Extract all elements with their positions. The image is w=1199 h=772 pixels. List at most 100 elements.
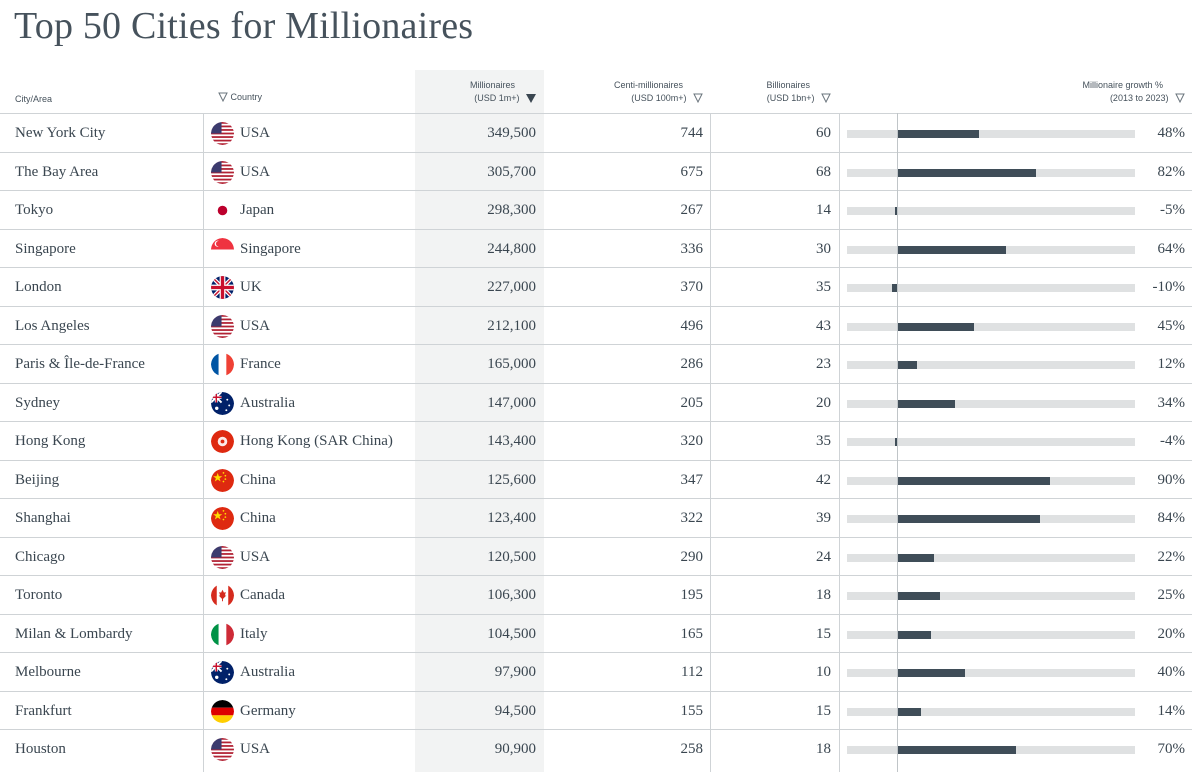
billionaires-value: 20 bbox=[816, 394, 831, 411]
centi-millionaires-value: 675 bbox=[680, 163, 704, 180]
column-divider bbox=[839, 113, 840, 772]
growth-bar-track bbox=[847, 130, 1135, 138]
country-name: USA bbox=[240, 741, 271, 757]
growth-percent: 14% bbox=[1157, 702, 1186, 719]
growth-percent: -4% bbox=[1160, 433, 1185, 449]
italy-flag-icon bbox=[211, 622, 234, 646]
usa-flag-icon bbox=[211, 545, 234, 569]
city-name: Singapore bbox=[15, 240, 76, 257]
growth-percent: 34% bbox=[1157, 394, 1186, 411]
header-millionaires[interactable]: Millionaires (USD 1m+) bbox=[415, 70, 536, 113]
growth-percent: 25% bbox=[1157, 587, 1186, 603]
table-row[interactable]: Singapore Singapore 244,800 336 30 64% bbox=[0, 228, 1192, 268]
millionaires-value: 94,500 bbox=[494, 702, 536, 719]
billionaires-value: 18 bbox=[816, 741, 831, 757]
table-row[interactable]: Frankfurt Germany 94,500 155 15 14% bbox=[0, 690, 1192, 730]
header-centi-millionaires[interactable]: Centi-millionaires (USD 100m+) bbox=[544, 70, 703, 113]
billionaires-value: 23 bbox=[816, 356, 831, 372]
centi-millionaires-value: 744 bbox=[680, 125, 704, 141]
country-name: Singapore bbox=[240, 240, 301, 257]
growth-percent: -10% bbox=[1152, 279, 1186, 295]
country-name: Australia bbox=[240, 664, 295, 680]
city-name: Milan & Lombardy bbox=[15, 625, 133, 642]
table-row[interactable]: Beijing China 125,600 347 42 90% bbox=[0, 459, 1192, 499]
growth-percent: 20% bbox=[1157, 625, 1186, 642]
table-row[interactable]: Houston USA 90,900 258 18 70% bbox=[0, 729, 1192, 768]
centi-millionaires-value: 205 bbox=[680, 394, 704, 411]
table-row[interactable]: The Bay Area USA 305,700 675 68 82% bbox=[0, 151, 1192, 191]
header-centi-label: Centi-millionaires bbox=[613, 80, 683, 90]
growth-percent: 70% bbox=[1157, 741, 1186, 757]
page-title: Top 50 Cities for Millionaires bbox=[14, 5, 474, 47]
millionaires-value: 97,900 bbox=[494, 664, 536, 680]
uk-flag-icon bbox=[211, 276, 234, 299]
country-name: Hong Kong (SAR China) bbox=[240, 433, 393, 449]
sort-descending-icon[interactable] bbox=[526, 93, 536, 103]
billionaires-value: 42 bbox=[816, 471, 831, 488]
table-row[interactable]: Melbourne Australia 97,900 112 10 40% bbox=[0, 652, 1192, 691]
country-name: China bbox=[240, 510, 276, 526]
table-row[interactable]: Tokyo Japan 298,300 267 14 -5% bbox=[0, 190, 1192, 229]
sort-filter-icon[interactable] bbox=[1175, 93, 1185, 103]
millionaires-value: 244,800 bbox=[487, 240, 536, 257]
centi-millionaires-value: 155 bbox=[680, 702, 704, 719]
city-name: London bbox=[15, 279, 62, 295]
city-name: Beijing bbox=[15, 471, 60, 488]
growth-percent: 82% bbox=[1157, 163, 1186, 180]
billionaires-value: 15 bbox=[816, 702, 831, 719]
billionaires-value: 68 bbox=[816, 163, 831, 180]
centi-millionaires-value: 370 bbox=[680, 279, 704, 295]
centi-millionaires-value: 286 bbox=[680, 356, 704, 372]
billionaires-value: 43 bbox=[816, 317, 831, 334]
table-row[interactable]: Chicago USA 120,500 290 24 22% bbox=[0, 536, 1192, 576]
growth-bar-track bbox=[847, 322, 1135, 331]
country-name: Australia bbox=[240, 394, 295, 411]
china-flag-icon bbox=[211, 468, 234, 492]
growth-percent: 64% bbox=[1157, 240, 1186, 257]
centi-millionaires-value: 496 bbox=[680, 317, 704, 334]
table-row[interactable]: Milan & Lombardy Italy 104,500 165 15 20% bbox=[0, 613, 1192, 653]
billionaires-value: 15 bbox=[816, 625, 831, 642]
centi-millionaires-value: 320 bbox=[680, 433, 704, 449]
header-city[interactable]: City/Area bbox=[15, 70, 195, 113]
sort-filter-icon[interactable] bbox=[821, 93, 831, 103]
billionaires-value: 35 bbox=[816, 433, 831, 449]
growth-bar-track bbox=[847, 438, 1135, 446]
table-row[interactable]: Hong Kong Hong Kong (SAR China) 143,400 320… bbox=[0, 421, 1192, 460]
millionaires-value: 227,000 bbox=[487, 279, 536, 295]
table-row[interactable]: Toronto Canada 106,300 195 18 25% bbox=[0, 575, 1192, 614]
millionaires-value: 123,400 bbox=[487, 510, 536, 526]
table-row[interactable]: New York City USA 349,500 744 60 48% bbox=[0, 113, 1192, 152]
sort-filter-icon[interactable] bbox=[218, 92, 228, 102]
australia-flag-icon bbox=[211, 661, 234, 684]
header-billionaires[interactable]: Billionaires (USD 1bn+) bbox=[711, 70, 831, 113]
millionaires-value: 349,500 bbox=[487, 125, 536, 141]
header-growth[interactable]: Millionaire growth % (2013 to 2023) bbox=[1000, 70, 1185, 113]
growth-bar bbox=[897, 168, 1037, 177]
sort-filter-icon[interactable] bbox=[693, 93, 703, 103]
country-name: USA bbox=[240, 317, 271, 334]
header-growth-label: Millionaire growth % bbox=[1082, 80, 1163, 90]
growth-percent: -5% bbox=[1160, 202, 1185, 218]
header-city-label: City/Area bbox=[15, 94, 53, 104]
growth-percent: 22% bbox=[1157, 548, 1186, 565]
country-name: USA bbox=[240, 163, 271, 180]
growth-percent: 48% bbox=[1157, 125, 1186, 141]
table-row[interactable]: Paris & Île-de-France France 165,000 286 23 1… bbox=[0, 344, 1192, 383]
billionaires-value: 60 bbox=[816, 125, 831, 141]
table-row[interactable]: Los Angeles USA 212,100 496 43 45% bbox=[0, 305, 1192, 345]
table-row[interactable]: Sydney Australia 147,000 205 20 34% bbox=[0, 382, 1192, 422]
growth-bar bbox=[897, 746, 1016, 754]
france-flag-icon bbox=[211, 353, 234, 376]
header-country[interactable]: Country bbox=[218, 70, 398, 113]
table-row[interactable]: Shanghai China 123,400 322 39 84% bbox=[0, 498, 1192, 537]
growth-bar bbox=[897, 245, 1006, 254]
growth-percent: 40% bbox=[1157, 664, 1186, 680]
country-name: USA bbox=[240, 548, 271, 565]
growth-zero-line bbox=[897, 113, 898, 772]
country-name: Canada bbox=[240, 587, 285, 603]
usa-flag-icon bbox=[211, 314, 234, 338]
growth-bar bbox=[897, 322, 974, 331]
canada-flag-icon bbox=[211, 584, 234, 607]
table-row[interactable]: London UK 227,000 370 35 -10% bbox=[0, 267, 1192, 306]
